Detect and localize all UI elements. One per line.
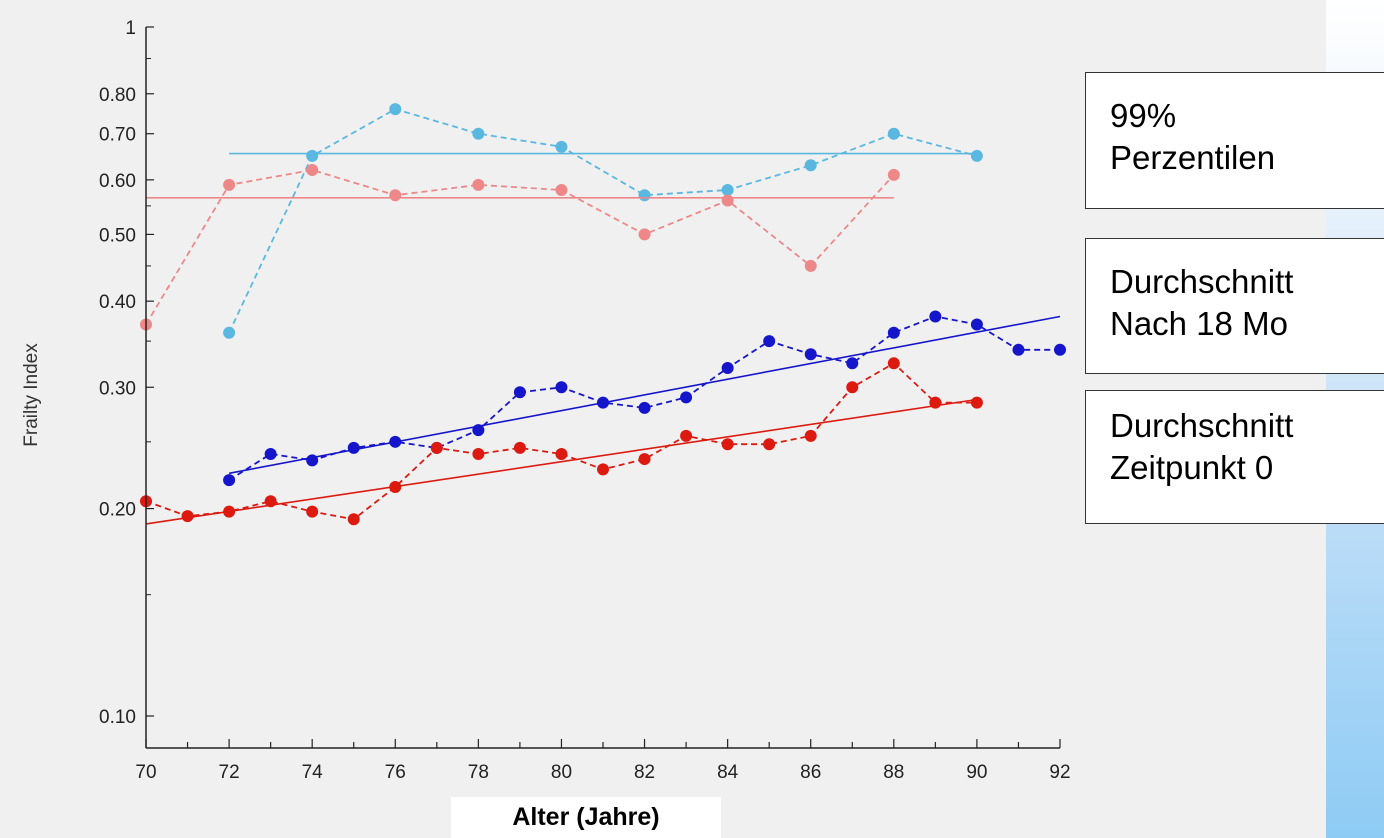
y-tick-label: 1 bbox=[125, 18, 136, 39]
data-point bbox=[555, 183, 568, 196]
data-point bbox=[264, 448, 277, 461]
y-tick-label: 0.60 bbox=[99, 171, 136, 192]
x-tick-label: 88 bbox=[883, 762, 904, 783]
legend-line: Durchschnitt bbox=[1110, 407, 1294, 444]
series-line bbox=[145, 169, 895, 325]
data-point bbox=[597, 463, 609, 476]
data-point bbox=[347, 441, 360, 454]
data-point bbox=[721, 438, 734, 451]
y-tick-label: 0.10 bbox=[99, 707, 136, 728]
data-point bbox=[804, 259, 817, 272]
data-point bbox=[638, 401, 651, 414]
x-tick-label: 76 bbox=[385, 762, 406, 783]
legend-box-average-18mo: Durchschnitt Nach 18 Mo bbox=[1085, 238, 1384, 374]
data-point bbox=[804, 159, 817, 172]
data-point bbox=[389, 189, 402, 202]
y-tick-label: 0.30 bbox=[99, 378, 136, 399]
data-point bbox=[887, 168, 900, 181]
data-point bbox=[555, 140, 568, 153]
legend-line: Nach 18 Mo bbox=[1110, 305, 1288, 342]
trend-line bbox=[145, 398, 978, 525]
legend-line: Zeitpunkt 0 bbox=[1110, 449, 1274, 486]
series-line bbox=[228, 108, 978, 334]
data-point bbox=[721, 361, 734, 374]
data-point bbox=[887, 357, 900, 370]
y-tick-label: 0.80 bbox=[99, 85, 136, 106]
y-tick-label: 0.20 bbox=[99, 500, 136, 521]
x-tick-label: 92 bbox=[1049, 762, 1070, 783]
x-axis-label: Alter (Jahre) bbox=[451, 797, 721, 838]
x-tick-label: 82 bbox=[634, 762, 655, 783]
data-point bbox=[430, 441, 443, 454]
data-point bbox=[472, 178, 485, 191]
data-point bbox=[846, 357, 859, 370]
data-point bbox=[223, 326, 236, 339]
y-tick-label: 0.40 bbox=[99, 292, 136, 313]
data-point bbox=[181, 510, 194, 523]
data-point bbox=[887, 326, 900, 339]
data-point bbox=[721, 194, 734, 207]
data-point bbox=[513, 386, 526, 399]
data-point bbox=[638, 189, 651, 202]
data-point bbox=[680, 429, 693, 442]
data-point bbox=[887, 127, 900, 140]
legend-line: Durchschnitt bbox=[1110, 263, 1294, 300]
data-point bbox=[389, 103, 402, 116]
x-tick-label: 90 bbox=[966, 762, 987, 783]
legend-line: 99% bbox=[1110, 97, 1177, 134]
data-point bbox=[1012, 343, 1025, 356]
data-point bbox=[306, 505, 319, 518]
x-tick-label: 74 bbox=[302, 762, 324, 783]
legend-line: Perzentilen bbox=[1110, 139, 1276, 176]
data-point bbox=[970, 149, 983, 162]
data-point bbox=[804, 348, 817, 361]
y-tick-label: 0.70 bbox=[99, 125, 136, 146]
trend-line bbox=[228, 315, 1061, 475]
y-tick-label: 0.50 bbox=[99, 225, 136, 246]
data-point bbox=[680, 391, 693, 404]
data-point bbox=[472, 448, 485, 461]
data-point bbox=[306, 164, 319, 177]
data-point bbox=[347, 513, 360, 526]
data-point bbox=[306, 149, 319, 162]
data-point bbox=[804, 429, 817, 442]
data-point bbox=[555, 381, 568, 394]
series-line bbox=[145, 362, 977, 521]
data-point bbox=[721, 183, 734, 196]
x-tick-label: 72 bbox=[219, 762, 240, 783]
plot-area bbox=[140, 103, 1066, 526]
x-tick-label: 78 bbox=[468, 762, 489, 783]
data-point bbox=[763, 335, 776, 348]
data-point bbox=[970, 396, 983, 409]
legend-box-average-t0: Durchschnitt Zeitpunkt 0 bbox=[1085, 390, 1384, 524]
data-point bbox=[638, 228, 651, 241]
data-point bbox=[846, 381, 859, 394]
data-point bbox=[555, 448, 568, 461]
data-point bbox=[929, 310, 942, 323]
data-point bbox=[638, 453, 651, 466]
legend-box-percentiles: 99% Perzentilen bbox=[1085, 72, 1384, 209]
x-tick-label: 84 bbox=[717, 762, 739, 783]
data-point bbox=[513, 441, 526, 454]
data-point bbox=[763, 438, 776, 451]
frailty-chart: 1 0.80 0.70 0.60 0.50 0.40 0.30 0.20 0.10 70 72 74 7… bbox=[21, 18, 1071, 783]
data-point bbox=[1054, 343, 1066, 356]
x-tick-label: 70 bbox=[135, 762, 156, 783]
axes: 1 0.80 0.70 0.60 0.50 0.40 0.30 0.20 0.10 70 72 74 7… bbox=[99, 18, 1071, 783]
data-point bbox=[223, 474, 236, 487]
x-tick-label: 86 bbox=[800, 762, 821, 783]
y-axis-label: Frailty Index bbox=[21, 343, 42, 447]
data-point bbox=[223, 178, 236, 191]
data-point bbox=[970, 318, 983, 331]
x-tick-label: 80 bbox=[551, 762, 572, 783]
data-point bbox=[472, 127, 485, 140]
